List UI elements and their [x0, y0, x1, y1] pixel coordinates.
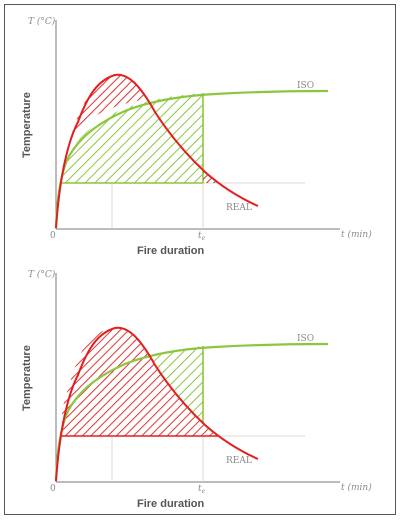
x-axis-title: Fire duration: [137, 498, 205, 510]
te-marker-label: te: [198, 484, 206, 495]
y-axis-symbol: T (°C): [28, 269, 56, 280]
chart-panel-1: T (°C) Temperature Fire duration t (min)…: [21, 16, 372, 257]
x-axis-symbol: t (min): [341, 229, 372, 240]
y-axis-symbol: T (°C): [28, 16, 56, 27]
iso-hatched-area: [62, 93, 203, 183]
real-tail-hatched-area: [203, 171, 217, 183]
iso-excess-hatched-area: [150, 346, 203, 424]
chart-panel-2: T (°C) Temperature Fire duration t (min)…: [21, 269, 372, 510]
real-hatched-area: [62, 327, 218, 436]
y-axis-title: Temperature: [21, 92, 33, 158]
y-axis-title: Temperature: [21, 345, 33, 411]
x-origin-label: 0: [50, 231, 56, 241]
real-curve: [55, 326, 259, 482]
axes-2: [55, 273, 340, 483]
iso-series-label: ISO: [297, 81, 314, 91]
iso-series-label: ISO: [297, 334, 314, 344]
real-series-label: REAL: [226, 456, 252, 466]
te-marker-label: te: [198, 231, 206, 242]
real-series-label: REAL: [226, 203, 252, 213]
x-axis-symbol: t (min): [341, 482, 372, 493]
real-curve: [55, 73, 259, 229]
x-axis-title: Fire duration: [137, 245, 205, 257]
x-origin-label: 0: [50, 484, 56, 494]
real-excess-hatched-area: [72, 74, 147, 133]
